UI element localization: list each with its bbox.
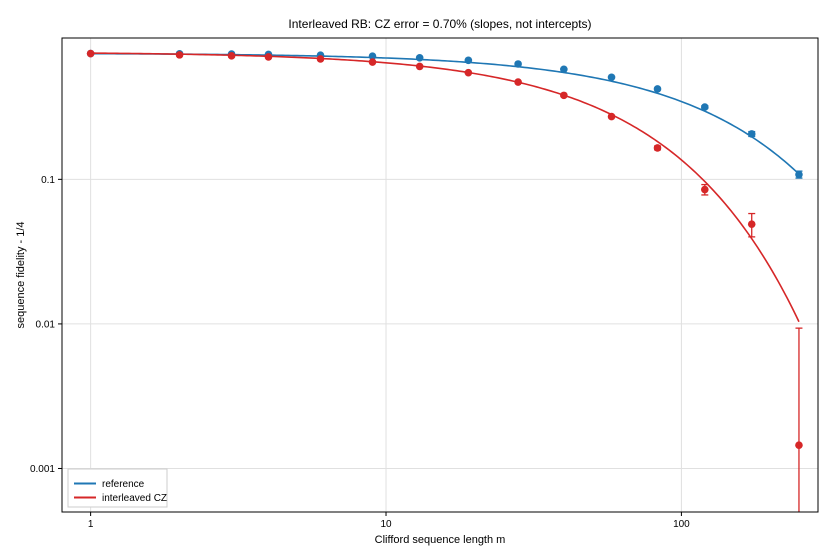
data-point	[464, 56, 473, 65]
data-point	[747, 220, 756, 228]
data-point	[368, 52, 377, 60]
fit-curve-interleaved-cz	[90, 52, 800, 323]
legend-label-reference: reference	[102, 479, 145, 490]
data-point	[795, 170, 803, 179]
data-point	[368, 58, 377, 66]
data-point	[175, 51, 184, 59]
legend: reference interleaved CZ	[67, 468, 168, 508]
x-axis-title: Clifford sequence length m	[375, 534, 506, 546]
axis-ticks: 1 10 100 0.001 0.01 0.1	[30, 175, 690, 530]
data-point	[653, 85, 662, 93]
series-interleaved-cz	[86, 49, 803, 512]
data-point	[795, 441, 803, 449]
chart-title: Interleaved RB: CZ error = 0.70% (slopes…	[288, 17, 591, 31]
series-layer	[86, 49, 803, 512]
data-point	[264, 53, 273, 61]
y-tick-label: 0.001	[30, 464, 55, 475]
data-point	[86, 49, 95, 58]
data-point	[701, 185, 709, 194]
data-point	[415, 62, 424, 71]
y-tick-label: 0.01	[36, 319, 56, 330]
plot-frame	[61, 37, 819, 513]
x-tick-label: 100	[673, 519, 690, 530]
data-point	[607, 112, 616, 121]
data-point	[415, 54, 424, 62]
data-point	[227, 52, 236, 60]
data-point	[514, 60, 522, 68]
data-point	[607, 73, 616, 82]
grid-lines	[62, 38, 818, 512]
data-point	[514, 78, 522, 86]
x-tick-label: 1	[88, 519, 94, 530]
data-point	[701, 103, 709, 111]
data-point	[464, 68, 473, 77]
y-axis-title: sequence fidelity - 1/4	[15, 221, 27, 328]
legend-label-interleaved-cz: interleaved CZ	[102, 493, 167, 504]
legend-box	[67, 468, 168, 508]
x-tick-label: 10	[380, 519, 392, 530]
data-point	[560, 65, 568, 74]
y-tick-label: 0.1	[41, 175, 55, 186]
data-point	[653, 144, 662, 152]
data-point	[560, 91, 568, 100]
data-point	[747, 130, 756, 138]
data-point	[316, 55, 325, 63]
